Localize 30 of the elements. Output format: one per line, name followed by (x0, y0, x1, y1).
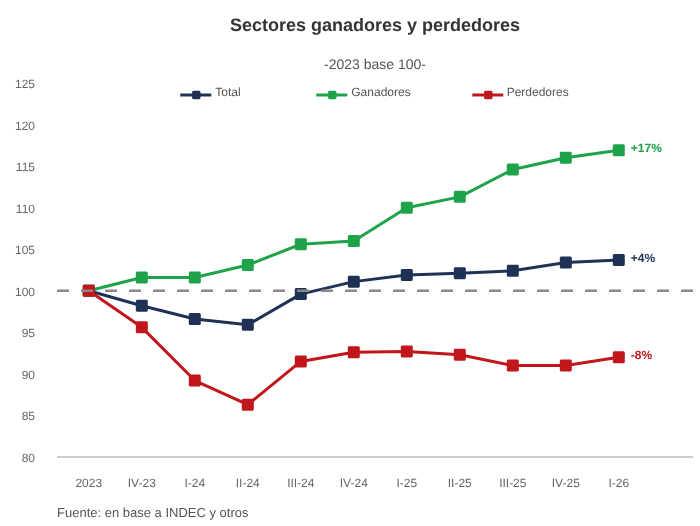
point (453, 190, 466, 203)
point (612, 351, 625, 364)
point (294, 355, 307, 368)
point (400, 268, 413, 281)
point (400, 345, 413, 358)
chart-title: Sectores ganadores y perdedores (229, 15, 521, 35)
point (612, 144, 625, 157)
point (453, 348, 466, 361)
point (241, 318, 254, 331)
point (241, 259, 254, 272)
point (347, 275, 360, 288)
point (400, 201, 413, 214)
point (559, 359, 572, 372)
point (135, 271, 148, 284)
point (347, 234, 360, 247)
point (559, 151, 572, 164)
point (188, 271, 201, 284)
point (135, 299, 148, 312)
point (135, 321, 148, 334)
point (188, 374, 201, 387)
point (506, 163, 519, 176)
point (453, 267, 466, 280)
point (347, 346, 360, 359)
point (241, 398, 254, 411)
point (188, 313, 201, 326)
point (559, 256, 572, 269)
point (612, 254, 625, 267)
point (506, 359, 519, 372)
point (294, 238, 307, 251)
point (506, 264, 519, 277)
